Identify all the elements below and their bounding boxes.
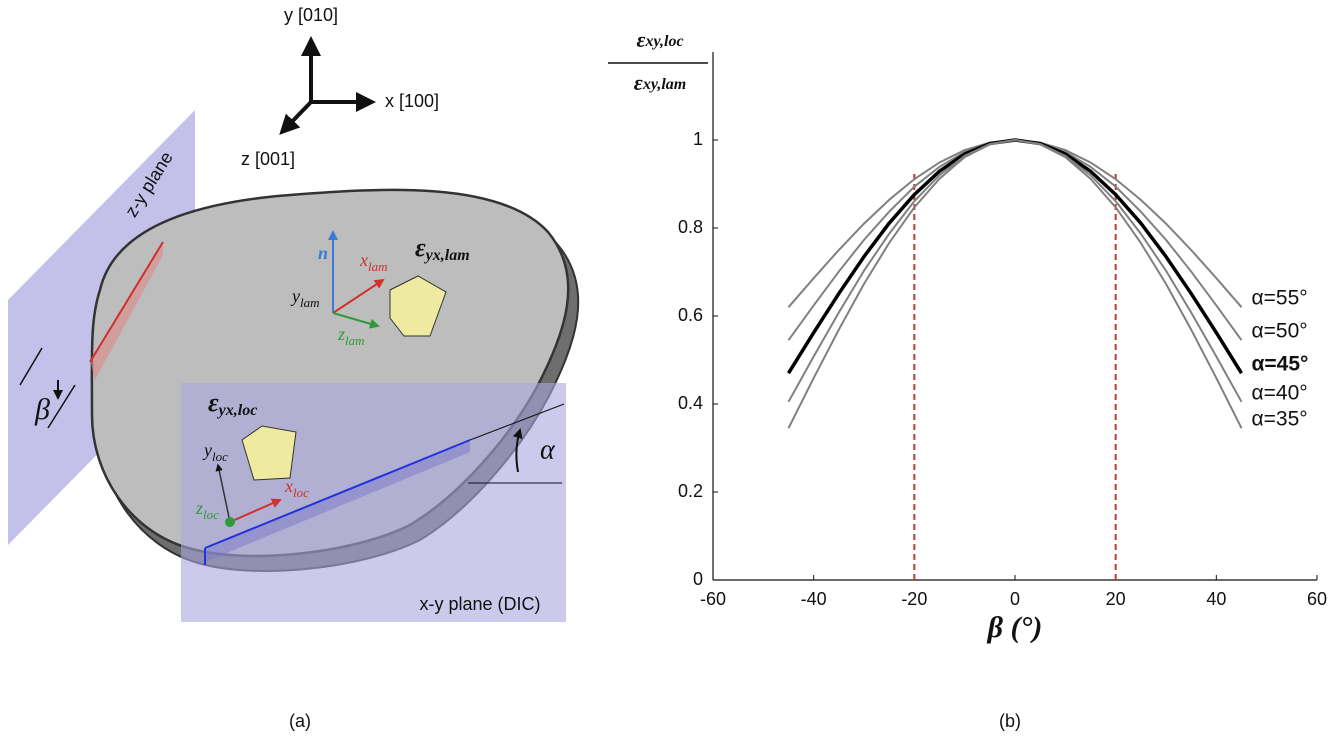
main: x xyxy=(359,250,368,270)
series-line xyxy=(787,138,1243,341)
y-tick-label: 1 xyxy=(693,129,703,149)
y-loc-label: yloc xyxy=(202,440,228,464)
alpha-ray xyxy=(469,403,565,441)
series-label: α=35° xyxy=(1252,408,1308,431)
y-tick-label: 0.4 xyxy=(678,393,703,413)
main: ε xyxy=(208,388,219,417)
z-lam-vector xyxy=(332,312,380,329)
sub: loc xyxy=(212,449,228,464)
alpha-label: α xyxy=(540,434,556,465)
main: x xyxy=(284,476,293,496)
z-axis-label: z [001] xyxy=(241,149,295,169)
sub: loc xyxy=(203,507,219,522)
z-axis-arrow xyxy=(279,100,313,135)
sub: xy,lam xyxy=(642,76,686,93)
series-line xyxy=(787,138,1243,429)
sub: yx,lam xyxy=(424,247,470,264)
sub: loc xyxy=(293,485,309,500)
caption-b: (b) xyxy=(999,711,1021,731)
series-label: α=45° xyxy=(1252,353,1309,376)
x-lam-vector xyxy=(332,278,385,314)
main: z xyxy=(195,498,203,518)
eps-loc-label: εyx,loc xyxy=(208,388,257,419)
x-tick-label: -40 xyxy=(801,589,827,609)
sub: xy,loc xyxy=(644,33,683,50)
x-label: β (°) xyxy=(987,611,1043,644)
n-label: n xyxy=(318,243,328,263)
y-tick-label: 0.2 xyxy=(678,481,703,501)
x-tick-label: 40 xyxy=(1206,589,1226,609)
x-loc-vector xyxy=(229,498,282,523)
caption-a: (a) xyxy=(289,711,311,731)
panel-b: εxy,loc εxy,lam β (°) (b) 00.20.40.60.81… xyxy=(608,27,1327,731)
main: y xyxy=(290,286,300,306)
y-label-denominator: εxy,lam xyxy=(634,70,686,95)
x-axis-label: x [100] xyxy=(385,91,439,111)
main: z xyxy=(337,324,345,344)
beta-label: β xyxy=(34,393,50,426)
y-lam-label: ylam xyxy=(290,286,320,310)
x-tick-label: 0 xyxy=(1010,589,1020,609)
xy-plane xyxy=(181,383,566,622)
y-loc-vector xyxy=(215,463,231,523)
cube-loc xyxy=(241,425,297,481)
panel-a: y [010] x [100] z [001] z-y plane α x-y … xyxy=(8,5,580,731)
series-line xyxy=(787,138,1243,375)
series-label: α=55° xyxy=(1252,287,1308,310)
zy-trace xyxy=(89,241,164,363)
sub: lam xyxy=(368,259,388,274)
cube-lam xyxy=(389,275,447,337)
main: ε xyxy=(634,70,643,95)
series-label: α=40° xyxy=(1252,381,1308,404)
main: y xyxy=(202,440,212,460)
x-tick-label: 60 xyxy=(1307,589,1327,609)
eps-lam-label: εyx,lam xyxy=(415,233,470,264)
x-tick-label: 20 xyxy=(1106,589,1126,609)
x-tick-label: -60 xyxy=(700,589,726,609)
sub: yx,loc xyxy=(217,402,258,419)
z-lam-label: zlam xyxy=(337,324,365,348)
xy-cut xyxy=(205,440,470,562)
main: ε xyxy=(415,233,426,262)
main: ε xyxy=(636,27,645,52)
z-loc-point xyxy=(225,517,235,527)
zy-cut xyxy=(90,242,163,380)
series-label: α=50° xyxy=(1252,320,1308,343)
x-tick-label: -20 xyxy=(901,589,927,609)
sub: lam xyxy=(300,295,320,310)
xy-plane-label: x-y plane (DIC) xyxy=(419,594,540,614)
beta-line xyxy=(19,347,43,386)
y-tick-label: 0 xyxy=(693,569,703,589)
y-tick-label: 0.6 xyxy=(678,305,703,325)
y-tick-label: 0.8 xyxy=(678,217,703,237)
x-loc-label: xloc xyxy=(284,476,309,500)
beta-line xyxy=(47,384,76,429)
series-line xyxy=(787,138,1243,403)
z-loc-label: zloc xyxy=(195,498,219,522)
alpha-arc xyxy=(512,428,523,473)
xy-trace xyxy=(204,439,471,549)
sub: lam xyxy=(345,333,365,348)
y-label-numerator: εxy,loc xyxy=(636,27,683,52)
y-axis-label: y [010] xyxy=(284,5,338,25)
x-lam-label: xlam xyxy=(359,250,388,274)
